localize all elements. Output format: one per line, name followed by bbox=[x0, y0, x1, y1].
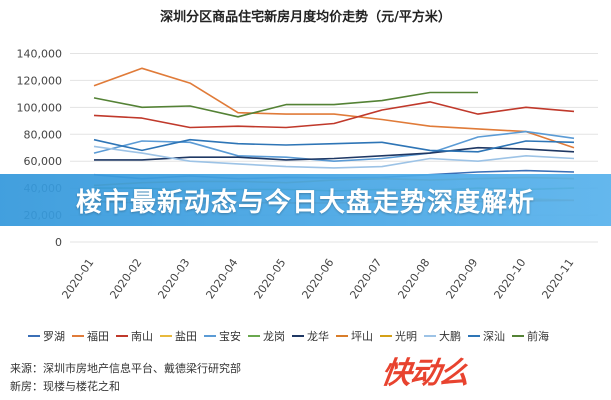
definition-line: 新房：现楼与楼花之和 bbox=[10, 380, 120, 393]
brand-logo: 快动么 bbox=[379, 356, 471, 391]
legend-label: 坪山 bbox=[351, 330, 373, 343]
chart-legend: 罗湖 福田 南山 盐田 宝安 龙岗 龙华 坪山 光明 大鹏 深汕 前海 bbox=[28, 328, 598, 344]
x-tick-label: 2020-09 bbox=[443, 256, 480, 301]
series-line bbox=[93, 130, 575, 162]
source-line: 来源：深圳市房地产信息平台、戴德梁行研究部 bbox=[10, 362, 241, 375]
legend-swatch bbox=[336, 335, 348, 337]
series-line bbox=[93, 67, 575, 149]
legend-item: 光明 bbox=[380, 328, 417, 344]
legend-label: 光明 bbox=[395, 330, 417, 343]
y-tick-label: 80,000 bbox=[24, 128, 63, 141]
legend-swatch bbox=[248, 335, 260, 337]
legend-item: 坪山 bbox=[336, 328, 373, 344]
y-tick-label: 60,000 bbox=[24, 155, 63, 168]
legend-swatch bbox=[512, 335, 524, 337]
legend-item: 福田 bbox=[72, 328, 109, 344]
legend-label: 盐田 bbox=[175, 330, 197, 343]
y-tick-label: 140,000 bbox=[17, 47, 63, 60]
series-line bbox=[93, 101, 575, 129]
legend-label: 罗湖 bbox=[43, 330, 65, 343]
legend-item: 龙华 bbox=[292, 328, 329, 344]
legend-label: 宝安 bbox=[219, 330, 241, 343]
legend-label: 前海 bbox=[527, 330, 549, 343]
legend-swatch bbox=[28, 335, 40, 337]
legend-swatch bbox=[160, 335, 172, 337]
x-tick-label: 2020-04 bbox=[203, 256, 240, 301]
legend-item: 龙岗 bbox=[248, 328, 285, 344]
headline-banner: 楼市最新动态与今日大盘走势深度解析 bbox=[0, 174, 611, 226]
legend-item: 深汕 bbox=[468, 328, 505, 344]
legend-item: 罗湖 bbox=[28, 328, 65, 344]
legend-swatch bbox=[72, 335, 84, 337]
x-tick-label: 2020-07 bbox=[347, 256, 384, 301]
legend-swatch bbox=[204, 335, 216, 337]
legend-label: 大鹏 bbox=[439, 330, 461, 343]
series-line bbox=[93, 145, 575, 169]
chart-title: 深圳分区商品住宅新房月度均价走势（元/平方米） bbox=[160, 10, 451, 25]
legend-swatch bbox=[380, 335, 392, 337]
legend-item: 盐田 bbox=[160, 328, 197, 344]
x-tick-label: 2020-06 bbox=[299, 256, 336, 301]
legend-label: 龙华 bbox=[307, 330, 329, 343]
legend-swatch bbox=[468, 335, 480, 337]
x-tick-label: 2020-08 bbox=[395, 256, 432, 301]
series-line bbox=[93, 138, 575, 153]
y-tick-label: 120,000 bbox=[17, 74, 63, 87]
legend-swatch bbox=[292, 335, 304, 337]
legend-label: 福田 bbox=[87, 330, 109, 343]
x-tick-label: 2020-03 bbox=[155, 256, 192, 301]
legend-item: 南山 bbox=[116, 328, 153, 344]
legend-swatch bbox=[424, 335, 436, 337]
x-tick-label: 2020-11 bbox=[539, 256, 576, 301]
y-tick-label: 100,000 bbox=[17, 101, 63, 114]
headline-text: 楼市最新动态与今日大盘走势深度解析 bbox=[75, 187, 535, 218]
x-tick-label: 2020-02 bbox=[107, 256, 144, 301]
source-note: 来源：深圳市房地产信息平台、戴德梁行研究部 新房：现楼与楼花之和 bbox=[10, 360, 241, 396]
x-tick-label: 2020-10 bbox=[491, 256, 528, 301]
legend-label: 龙岗 bbox=[263, 330, 285, 343]
legend-item: 大鹏 bbox=[424, 328, 461, 344]
legend-item: 宝安 bbox=[204, 328, 241, 344]
legend-label: 南山 bbox=[131, 330, 153, 343]
x-tick-label: 2020-01 bbox=[59, 256, 96, 301]
legend-label: 深汕 bbox=[483, 330, 505, 343]
legend-item: 前海 bbox=[512, 328, 549, 344]
x-tick-label: 2020-05 bbox=[251, 256, 288, 301]
y-tick-label: 0 bbox=[55, 236, 62, 249]
legend-swatch bbox=[116, 335, 128, 337]
